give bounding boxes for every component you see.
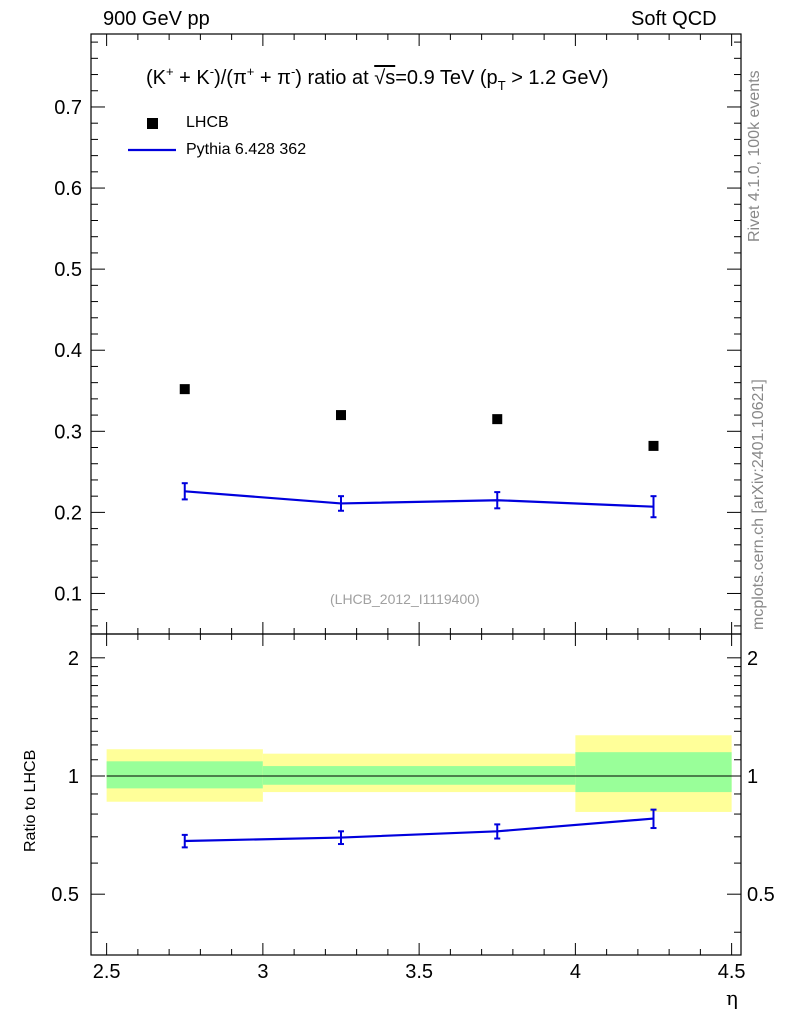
ratio-band-inner-2 — [575, 752, 732, 793]
y-tick-label: 0.6 — [54, 178, 82, 200]
analysis-id: (LHCB_2012_I1119400) — [330, 591, 480, 607]
ratio-y-tick-label-right: 1 — [747, 766, 758, 788]
x-tick-label: 3.5 — [405, 961, 433, 983]
data-point — [179, 384, 190, 395]
ratio-y-tick-label: 1 — [68, 766, 79, 788]
x-tick-label: 2.5 — [93, 961, 121, 983]
x-axis-title: η — [726, 986, 738, 1010]
mc-line — [184, 490, 654, 508]
x-tick-label: 3 — [257, 961, 268, 983]
ratio-y-axis-title: Ratio to LHCB — [22, 749, 39, 852]
legend-label-data: LHCB — [186, 114, 229, 131]
ratio-y-tick-label: 0.5 — [51, 884, 79, 906]
y-tick-label: 0.3 — [54, 421, 82, 443]
y-tick-label: 0.2 — [54, 502, 82, 524]
ratio-frame — [90, 633, 742, 956]
ratio-mc-line — [184, 817, 654, 843]
y-tick-label: 0.4 — [54, 340, 82, 362]
legend-label-mc: Pythia 6.428 362 — [186, 141, 307, 158]
ratio-y-tick-label-right: 0.5 — [747, 884, 775, 906]
data-point — [492, 414, 503, 425]
legend-marker-data — [147, 118, 158, 129]
x-tick-label: 4.5 — [718, 961, 746, 983]
y-tick-label: 0.7 — [54, 97, 82, 119]
y-tick-label: 0.1 — [54, 583, 82, 605]
header-left: 900 GeV pp — [103, 8, 210, 30]
mcplots-label: mcplots.cern.ch [arXiv:2401.10621] — [750, 379, 767, 630]
header-right: Soft QCD — [631, 8, 717, 30]
y-tick-label: 0.5 — [54, 259, 82, 281]
plot-title: (K+ + K-)/(π+ + π-) ratio at √s=0.9 TeV … — [146, 64, 609, 93]
data-point — [648, 440, 659, 451]
ratio-band-inner-0 — [106, 761, 263, 789]
ratio-y-tick-label-right: 2 — [747, 648, 758, 670]
rivet-label: Rivet 4.1.0, 100k events — [746, 70, 763, 242]
x-tick-label: 4 — [570, 961, 581, 983]
data-point — [336, 410, 346, 421]
ratio-band-inner-1 — [262, 766, 576, 785]
ratio-y-tick-label: 2 — [68, 648, 79, 670]
